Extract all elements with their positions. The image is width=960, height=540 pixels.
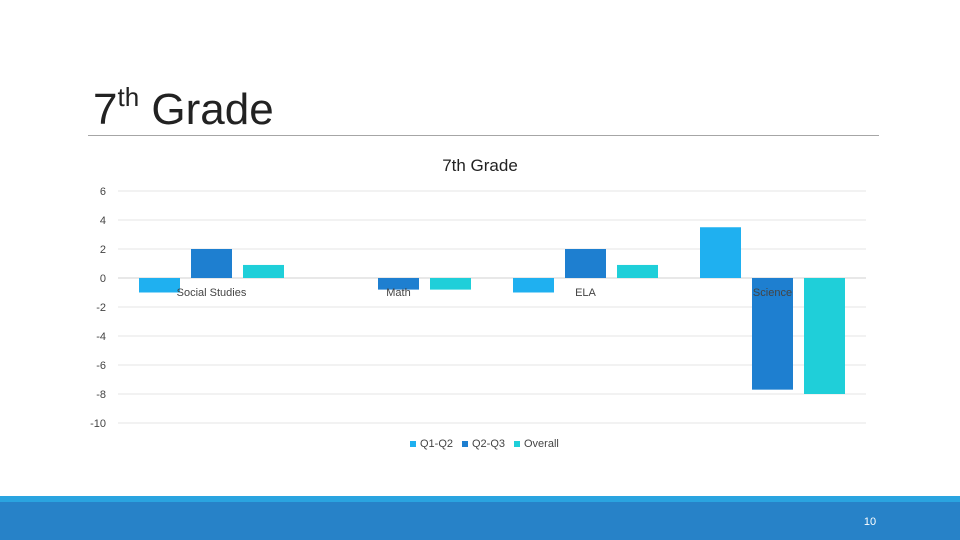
bar	[139, 278, 180, 293]
y-tick-label: 6	[100, 186, 106, 198]
category-label: Social Studies	[177, 287, 247, 299]
legend-swatch	[410, 441, 416, 447]
slide-title-superscript: th	[117, 82, 140, 112]
legend-label: Q2-Q3	[472, 438, 505, 450]
slide-title-rest: Grade	[139, 85, 274, 134]
bars	[139, 227, 845, 394]
page-number: 10	[863, 516, 877, 528]
category-labels: Social Studies Math ELA Science	[177, 287, 792, 299]
legend-swatch	[514, 441, 520, 447]
gridlines: 6 4 2 0 -2 -4 -6 -8 -10	[90, 186, 866, 430]
legend-label: Overall	[524, 438, 559, 450]
category-label: ELA	[575, 287, 596, 299]
category-label: Math	[386, 287, 410, 299]
footer-band	[0, 502, 960, 540]
bar	[378, 278, 419, 290]
slide-title: 7th Grade	[93, 84, 274, 136]
title-divider	[88, 135, 879, 136]
bar	[243, 264, 284, 278]
y-tick-label: -8	[96, 389, 106, 401]
y-tick-label: 0	[100, 273, 106, 285]
y-tick-label: -10	[90, 418, 106, 430]
bar	[191, 249, 232, 278]
bar	[617, 264, 658, 278]
bar	[804, 278, 845, 394]
category-label: Science	[753, 287, 792, 299]
y-tick-label: -6	[96, 360, 106, 372]
bar	[565, 249, 606, 278]
legend: Q1-Q2 Q2-Q3 Overall	[410, 438, 559, 450]
legend-label: Q1-Q2	[420, 438, 453, 450]
bar	[430, 278, 471, 290]
y-tick-label: 2	[100, 244, 106, 256]
bar	[513, 278, 554, 293]
chart-title: 7th Grade	[442, 156, 518, 175]
y-tick-label: 4	[100, 215, 106, 227]
y-tick-label: -2	[96, 302, 106, 314]
bar-chart: 6 4 2 0 -2 -4 -6 -8 -10 Social Studies Math ELA Sci…	[90, 186, 866, 450]
y-tick-label: -4	[96, 331, 106, 343]
legend-swatch	[462, 441, 468, 447]
footer-accent-stripe	[0, 496, 960, 502]
bar	[700, 227, 741, 278]
bar	[752, 278, 793, 390]
slide-title-main: 7	[93, 85, 118, 134]
